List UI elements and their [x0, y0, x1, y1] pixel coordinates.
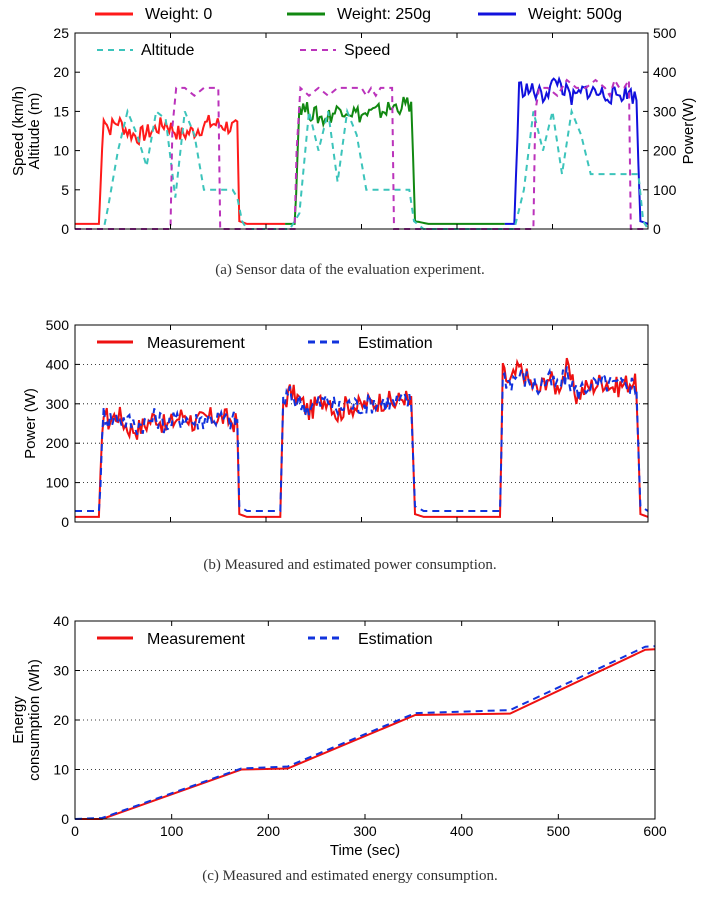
y-tick-label: 10: [53, 762, 69, 778]
legend-label: Weight: 250g: [337, 6, 431, 23]
y-tick-label: 100: [46, 475, 70, 491]
y-axis-label: Power (W): [22, 388, 39, 459]
x-tick-label: 400: [450, 823, 474, 839]
legend-label: Weight: 500g: [528, 6, 622, 23]
series-line-weight-250g: [285, 96, 505, 225]
y-tick-label: 200: [46, 435, 70, 451]
y-tick-label: 15: [53, 103, 69, 119]
series-line-weight-500g: [504, 75, 649, 225]
figure-caption: (a) Sensor data of the evaluation experi…: [215, 262, 484, 278]
legend-label: Measurement: [147, 335, 245, 352]
y-axis-label-line: Altitude (m): [26, 93, 43, 170]
y-tick-label: 25: [53, 25, 69, 41]
x-tick-label: 100: [160, 823, 184, 839]
series-line-estimation: [75, 366, 649, 512]
y-tick-label: 300: [46, 396, 70, 412]
y2-tick-label: 400: [653, 64, 677, 80]
y2-axis-label: Power(W): [680, 98, 697, 165]
y2-tick-label: 300: [653, 103, 677, 119]
x-tick-label: 600: [643, 823, 667, 839]
panel-power-consumption: 0 100 200 300 400 500 Power (W) Measurement Esti…: [22, 317, 649, 573]
y-axis-label-line: Speed (km/h): [10, 86, 27, 176]
legend-label: Estimation: [358, 335, 433, 352]
y-tick-label: 20: [53, 64, 69, 80]
legend-label: Altitude: [141, 42, 194, 59]
legend-label: Weight: 0: [145, 6, 212, 23]
y-axis-label-line: Energy: [10, 696, 27, 744]
legend-label: Speed: [344, 42, 390, 59]
series-line-altitude: [75, 107, 649, 230]
y-axis-label: Energyconsumption (Wh): [10, 659, 43, 781]
y-axis-label-line: Power (W): [22, 388, 39, 459]
x-axis-label: Time (sec): [330, 842, 400, 859]
y-tick-label: 5: [61, 182, 69, 198]
y-tick-label: 20: [53, 712, 69, 728]
series-line-speed: [75, 76, 648, 230]
y2-tick-label: 100: [653, 182, 677, 198]
y2-tick-label: 0: [653, 221, 661, 237]
plot-frame: [74, 32, 649, 230]
y-tick-label: 400: [46, 356, 70, 372]
y-tick-label: 30: [53, 663, 69, 679]
x-tick-label: 500: [547, 823, 571, 839]
y-tick-label: 0: [61, 811, 69, 827]
figure-caption: (b) Measured and estimated power consump…: [203, 557, 496, 573]
y-axis-label: Speed (km/h)Altitude (m): [10, 86, 43, 176]
series-line-estimation: [74, 645, 656, 820]
x-tick-label: 300: [353, 823, 377, 839]
y-tick-label: 0: [61, 221, 69, 237]
legend-label: Measurement: [147, 631, 245, 648]
y-tick-label: 0: [61, 514, 69, 530]
figure-caption: (c) Measured and estimated energy consum…: [202, 868, 497, 884]
legend-label: Estimation: [358, 631, 433, 648]
series-line-weight-0: [75, 114, 286, 225]
y2-tick-label: 500: [653, 25, 677, 41]
x-tick-label: 0: [71, 823, 79, 839]
y2-tick-label: 200: [653, 143, 677, 159]
panel-sensor-data: 0 5 10 15 20 25 0 100 200 300 400 500 Power(W) Speed …: [10, 6, 697, 278]
y-tick-label: 500: [46, 317, 70, 333]
y-tick-label: 40: [53, 613, 69, 629]
y-axis-label-line: consumption (Wh): [26, 659, 43, 781]
y-tick-label: 10: [53, 143, 69, 159]
x-tick-label: 200: [257, 823, 281, 839]
